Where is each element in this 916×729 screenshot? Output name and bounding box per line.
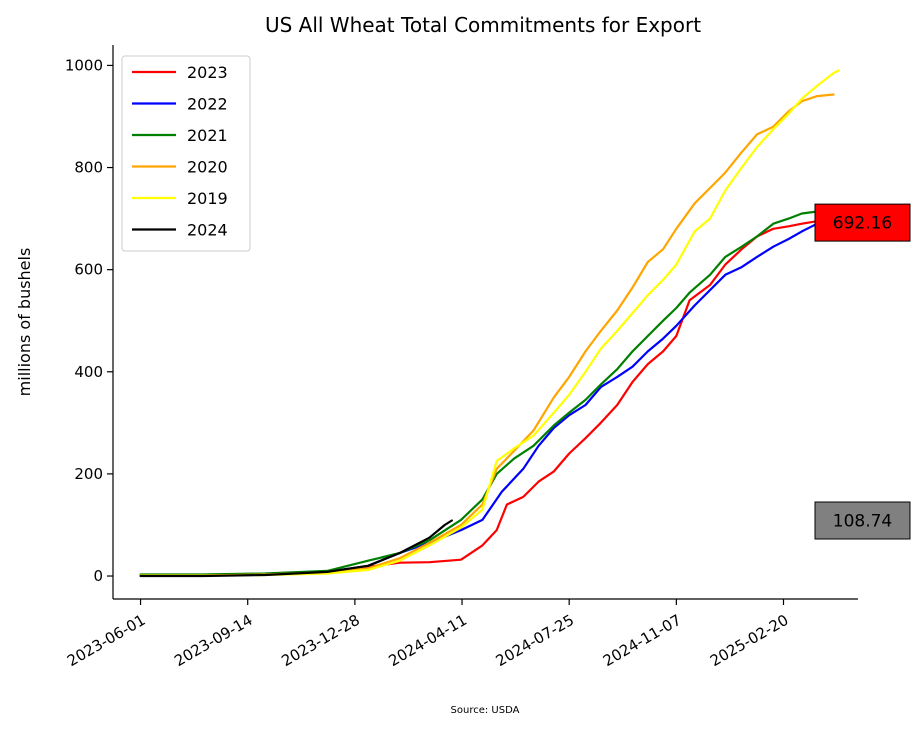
- y-tick-label: 400: [74, 363, 103, 381]
- y-tick-label: 1000: [65, 56, 103, 74]
- legend-label-2019: 2019: [187, 189, 228, 208]
- x-tick-label: 2024-11-07: [600, 611, 685, 670]
- legend-label-2021: 2021: [187, 126, 228, 145]
- series-line-2020: [139, 93, 835, 577]
- legend-box: [121, 55, 251, 252]
- series-line-2022: [139, 222, 835, 577]
- legend: 2023 2022 2021 2020 2019 2024: [121, 55, 251, 252]
- callout-box: [814, 501, 911, 540]
- legend-label-2023: 2023: [187, 63, 228, 82]
- x-tick-label: 2024-04-11: [386, 611, 471, 670]
- x-tick-label: 2023-09-14: [171, 611, 256, 670]
- legend-label-2022: 2022: [187, 95, 228, 114]
- callouts: 692.16 108.74: [814, 203, 911, 540]
- y-tick-label: 0: [93, 567, 103, 585]
- y-tick-label: 600: [74, 261, 103, 279]
- y-tick-label: 200: [74, 465, 103, 483]
- y-axis-label: millions of bushels: [15, 248, 34, 397]
- x-ticks: 2023-06-01 2023-09-14 2023-12-28 2024-04-11…: [64, 599, 792, 670]
- series-line-2019: [139, 69, 840, 577]
- series-line-2024: [139, 519, 453, 578]
- callout-box: [814, 203, 911, 242]
- callout-value: 692.16: [833, 214, 892, 234]
- series-lines: [139, 69, 840, 578]
- x-tick-label: 2023-06-01: [64, 611, 149, 670]
- series-line-2021: [139, 209, 835, 576]
- y-tick-label: 800: [74, 159, 103, 177]
- source-note: Source: USDA: [451, 705, 520, 716]
- x-tick-label: 2025-02-20: [707, 611, 792, 670]
- chart-title: US All Wheat Total Commitments for Expor…: [265, 13, 701, 37]
- x-tick-label: 2023-12-28: [278, 611, 363, 670]
- callout-value: 108.74: [833, 512, 892, 532]
- series-line-2023: [139, 220, 835, 577]
- legend-label-2020: 2020: [187, 158, 228, 177]
- y-ticks: 0 200 400 600 800 1000: [65, 56, 113, 585]
- legend-label-2024: 2024: [187, 221, 228, 240]
- x-tick-label: 2024-07-25: [493, 611, 578, 670]
